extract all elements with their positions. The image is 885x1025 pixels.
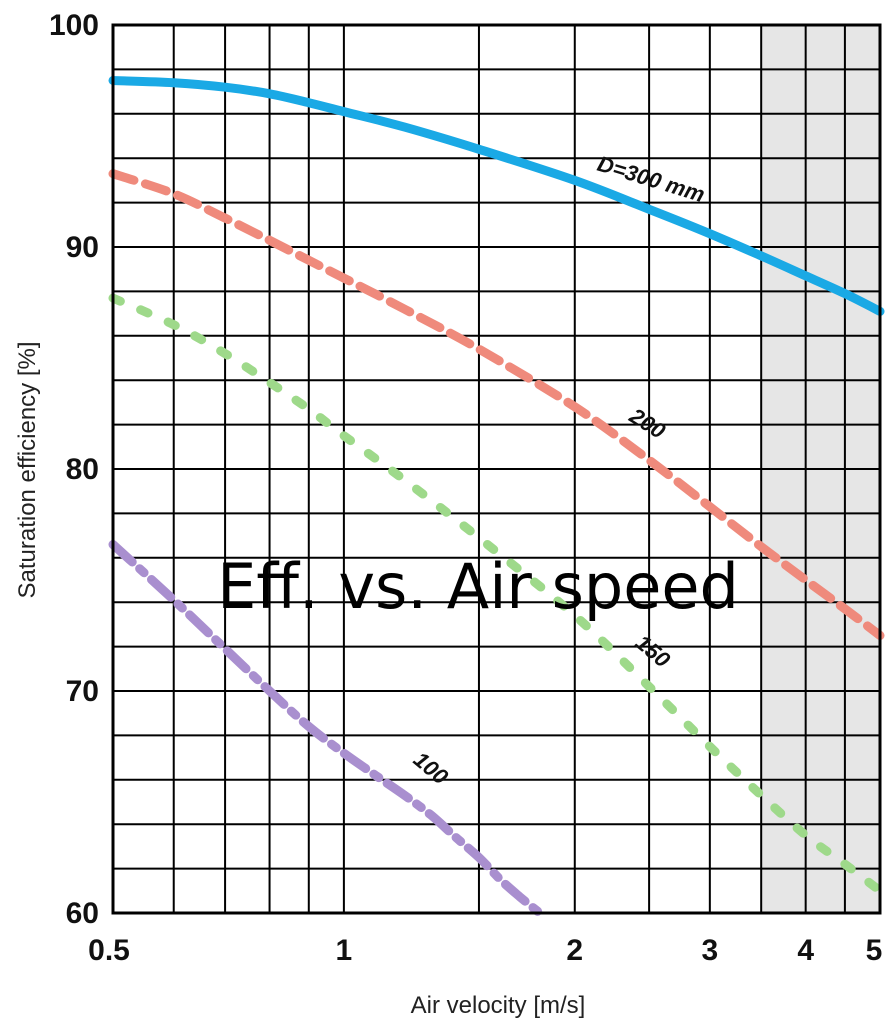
series-label-100: 100 bbox=[409, 747, 454, 790]
grid-layer bbox=[113, 25, 880, 913]
series-layer bbox=[108, 76, 885, 918]
y-axis-title: Saturation efficiency [%] bbox=[14, 341, 41, 598]
x-tick-label: 2 bbox=[566, 934, 583, 967]
series-label-200: 200 bbox=[625, 403, 671, 445]
series-line-0 bbox=[108, 76, 885, 316]
series-line-3 bbox=[108, 540, 545, 918]
series-line-2 bbox=[108, 293, 885, 896]
y-tick-label: 90 bbox=[66, 231, 99, 264]
chart-title: Eff. vs. Air speed bbox=[217, 550, 739, 623]
plot-frame bbox=[111, 23, 882, 915]
x-tick-label: 0.5 bbox=[88, 934, 130, 967]
y-tick-label: 70 bbox=[66, 675, 99, 708]
x-tick-label: 5 bbox=[866, 934, 883, 967]
series-label-150: 150 bbox=[631, 630, 676, 673]
y-tick-label: 80 bbox=[66, 453, 99, 486]
tick-label-layer: 0.5 1 2 3 4 5 60 70 80 90 100 bbox=[49, 9, 882, 967]
x-axis-title: Air velocity [m/s] bbox=[411, 992, 586, 1019]
y-tick-label: 100 bbox=[49, 9, 99, 42]
series-line-1 bbox=[108, 169, 885, 640]
x-tick-label: 3 bbox=[701, 934, 718, 967]
x-tick-label: 4 bbox=[797, 934, 814, 967]
y-tick-label: 60 bbox=[66, 897, 99, 930]
x-tick-label: 1 bbox=[336, 934, 353, 967]
